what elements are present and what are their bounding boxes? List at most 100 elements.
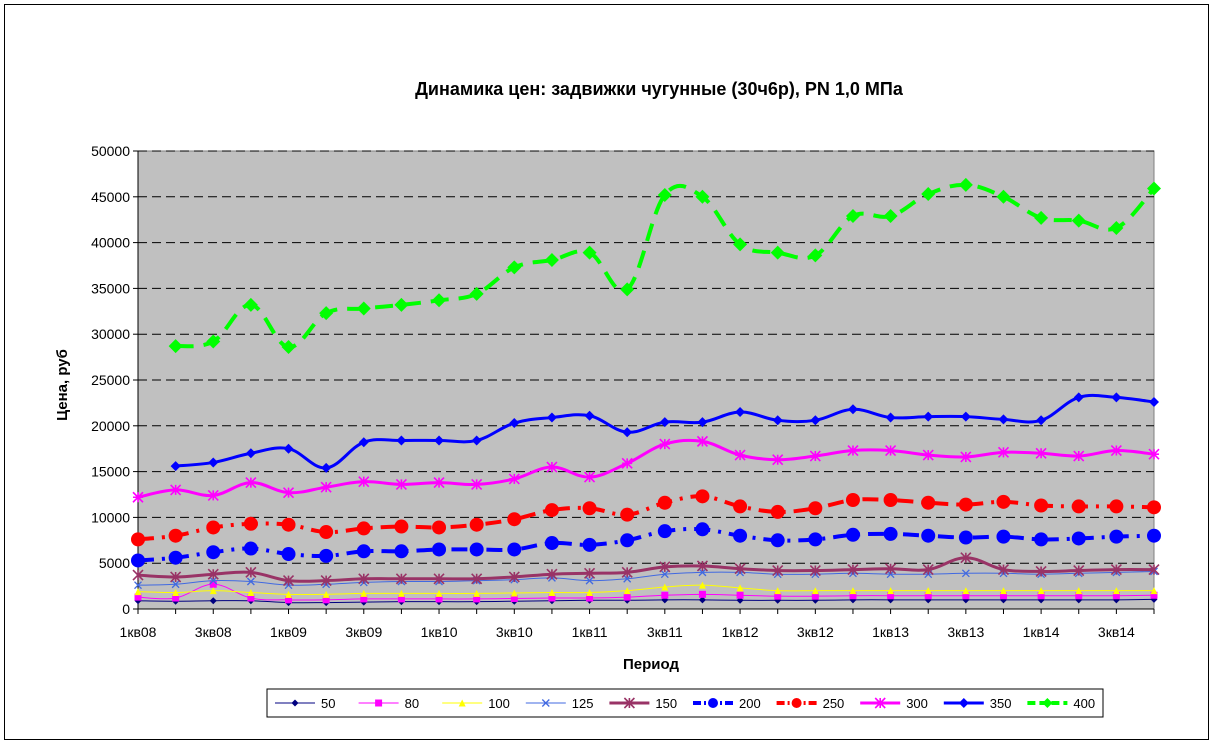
data-point-400	[281, 340, 296, 355]
y-tick-label: 50000	[91, 143, 130, 159]
data-point-350	[584, 410, 595, 421]
series-150	[132, 552, 1160, 587]
legend-marker	[623, 697, 635, 709]
data-point-100	[1075, 587, 1083, 595]
data-point-50	[698, 596, 706, 604]
x-tick-label: 1кв08	[120, 624, 157, 640]
x-tick-label: 1кв09	[270, 624, 307, 640]
x-tick-label: 1кв12	[722, 624, 759, 640]
data-point-150	[659, 561, 671, 573]
data-point-350	[358, 437, 369, 448]
legend-marker	[1042, 698, 1053, 708]
legend-label: 80	[405, 696, 419, 711]
data-point-250	[1071, 499, 1086, 514]
data-point-400	[582, 245, 597, 260]
series-200	[131, 522, 1161, 568]
data-point-300	[471, 478, 483, 490]
data-point-250	[356, 521, 371, 536]
chart: Динамика цен: задвижки чугунные (30ч6р),…	[54, 79, 1161, 718]
data-point-150	[245, 566, 257, 578]
data-point-400	[1071, 213, 1086, 228]
data-point-100	[247, 589, 255, 597]
legend-marker	[375, 699, 383, 707]
data-point-300	[696, 435, 709, 447]
data-point-300	[245, 477, 257, 489]
series-125	[134, 567, 1158, 590]
data-point-100	[548, 589, 556, 597]
data-point-250	[883, 492, 898, 507]
series-line-400	[175, 182, 1156, 350]
data-point-400	[695, 189, 710, 204]
data-point-80	[887, 592, 895, 600]
data-point-300	[1073, 450, 1085, 462]
series-80	[134, 580, 1158, 604]
legend-item-200: 200	[693, 696, 761, 711]
data-point-200	[733, 528, 748, 543]
data-point-100	[1037, 587, 1045, 595]
data-point-150	[1110, 564, 1122, 576]
legend-label: 350	[990, 696, 1012, 711]
data-point-80	[397, 595, 405, 603]
data-point-100	[811, 587, 819, 595]
legend-label: 400	[1073, 696, 1095, 711]
data-point-350	[998, 414, 1009, 425]
data-point-100	[322, 590, 330, 598]
data-point-400	[1147, 181, 1161, 196]
data-point-250	[206, 520, 221, 535]
data-point-100	[586, 589, 594, 597]
data-point-350	[885, 412, 896, 423]
data-point-300	[960, 451, 972, 463]
data-point-400	[394, 297, 409, 312]
data-point-350	[960, 411, 971, 422]
data-point-350	[283, 443, 294, 454]
data-point-200	[394, 544, 409, 559]
x-tick-label: 3кв11	[647, 624, 683, 640]
data-point-200	[657, 524, 672, 539]
data-point-250	[1147, 500, 1161, 515]
data-point-350	[735, 407, 746, 418]
data-point-80	[360, 595, 368, 603]
y-tick-label: 10000	[91, 509, 130, 525]
data-point-150	[320, 575, 332, 587]
data-point-100	[435, 589, 443, 597]
data-point-100	[473, 589, 481, 597]
data-point-400	[620, 282, 635, 297]
x-tick-label: 1кв11	[572, 624, 608, 640]
data-point-200	[356, 544, 371, 559]
data-point-400	[733, 237, 748, 252]
data-point-100	[887, 587, 895, 595]
data-point-250	[657, 495, 672, 510]
data-point-200	[1071, 531, 1086, 546]
data-point-200	[168, 550, 183, 565]
legend-label: 125	[572, 696, 594, 711]
chart-title: Динамика цен: задвижки чугунные (30ч6р),…	[415, 79, 904, 99]
data-point-150	[170, 571, 182, 583]
data-point-200	[582, 537, 597, 552]
data-point-100	[999, 587, 1007, 595]
data-point-350	[1111, 392, 1122, 403]
data-point-350	[1073, 392, 1084, 403]
data-point-150	[997, 564, 1010, 576]
data-point-125	[246, 577, 255, 586]
data-point-80	[849, 592, 857, 600]
data-point-300	[1148, 448, 1160, 460]
x-tick-label: 3кв12	[797, 624, 834, 640]
legend-item-350: 350	[943, 696, 1012, 711]
data-point-200	[808, 532, 823, 547]
data-point-200	[921, 528, 936, 543]
data-point-300	[132, 491, 144, 503]
y-axis-label: Цена, руб	[54, 349, 71, 421]
data-point-80	[1150, 591, 1158, 599]
data-point-200	[1034, 532, 1049, 547]
data-point-300	[583, 471, 596, 483]
x-tick-label: 1кв13	[872, 624, 909, 640]
data-point-250	[469, 517, 484, 532]
legend-item-125: 125	[525, 696, 594, 711]
data-point-250	[544, 503, 559, 518]
data-point-300	[395, 478, 407, 490]
series-350	[170, 392, 1159, 473]
legend-label: 200	[739, 696, 761, 711]
data-point-100	[1112, 587, 1120, 595]
data-point-200	[319, 548, 334, 563]
series-line-50	[137, 598, 1155, 604]
